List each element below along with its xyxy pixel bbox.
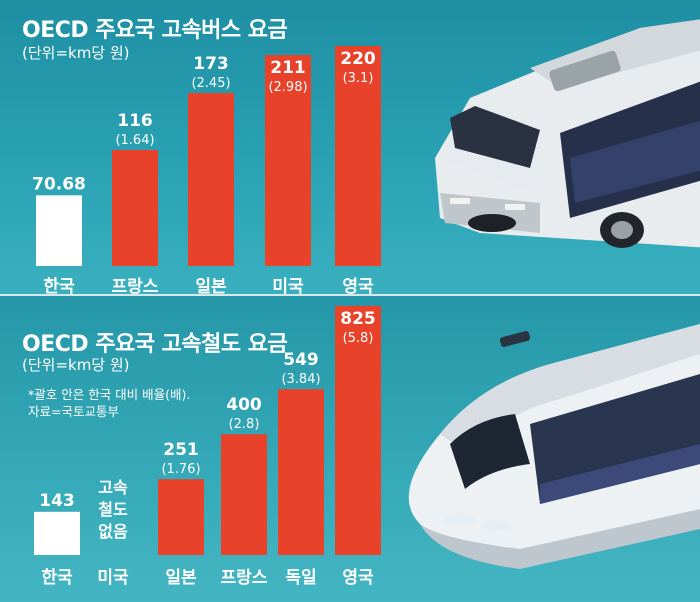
bus-category-label-3: 미국 (272, 277, 304, 297)
rail-ratio-label-3: (2.8) (229, 417, 260, 432)
bus-value-label-4: 220 (340, 49, 376, 69)
bus-ratio-label-2: (2.45) (191, 76, 230, 91)
bus-bar-3 (265, 55, 311, 266)
rail-ratio-label-2: (1.76) (161, 462, 200, 477)
rail-ratio-label-5: (5.8) (343, 331, 374, 346)
bus-bar-4 (335, 46, 381, 266)
rail-category-label-1: 미국 (97, 568, 129, 588)
rail-bar-2 (158, 479, 204, 555)
rail-bar-5 (335, 305, 381, 555)
rail-value-label-0: 143 (39, 491, 75, 511)
bus-category-label-2: 일본 (195, 277, 227, 297)
rail-missing-label-line-2: 없음 (98, 522, 128, 541)
bus-bar-1 (112, 150, 158, 266)
bus-category-label-1: 프랑스 (112, 277, 159, 297)
bus-category-label-0: 한국 (43, 277, 75, 297)
bus-category-label-4: 영국 (342, 277, 374, 297)
bus-ratio-label-4: (3.1) (343, 71, 374, 86)
bus-bar-0 (36, 195, 82, 266)
rail-chart-title: OECD 주요국 고속철도 요금 (22, 332, 288, 357)
train-illustration (408, 324, 700, 569)
rail-missing-label-line-1: 철도 (98, 500, 128, 519)
rail-value-label-4: 549 (283, 350, 319, 370)
rail-category-label-2: 일본 (165, 568, 197, 588)
rail-category-label-3: 프랑스 (221, 568, 268, 588)
bus-illustration (435, 19, 700, 248)
rail-ratio-label-4: (3.84) (281, 372, 320, 387)
bus-ratio-label-3: (2.98) (268, 80, 307, 95)
notes: *괄호 안은 한국 대비 배율(배). 자료=국토교통부 (28, 386, 190, 420)
rail-chart-unit: (단위=km당 원) (22, 356, 130, 374)
rail-bar-0 (34, 511, 80, 555)
bus-value-label-3: 211 (270, 58, 306, 78)
rail-value-label-3: 400 (226, 395, 262, 415)
rail-bar-3 (221, 434, 267, 555)
bus-ratio-label-1: (1.64) (115, 133, 154, 148)
note-ratio: *괄호 안은 한국 대비 배율(배). (28, 387, 191, 402)
panel-divider (0, 294, 700, 297)
note-source: 자료=국토교통부 (28, 404, 119, 419)
bus-bar-2 (188, 93, 234, 266)
bus-value-label-2: 173 (193, 54, 229, 74)
bus-value-label-1: 116 (117, 111, 153, 131)
rail-missing-label-line-0: 고속 (98, 478, 128, 497)
rail-value-label-2: 251 (163, 440, 199, 460)
rail-value-label-5: 825 (340, 309, 376, 329)
rail-category-label-0: 한국 (41, 568, 73, 588)
bus-chart-unit: (단위=km당 원) (22, 44, 130, 62)
rail-bar-4 (278, 389, 324, 555)
bus-value-label-0: 70.68 (32, 174, 86, 194)
bus-chart-title: OECD 주요국 고속버스 요금 (22, 18, 288, 43)
rail-category-label-4: 독일 (285, 568, 316, 588)
rail-category-label-5: 영국 (342, 568, 374, 588)
